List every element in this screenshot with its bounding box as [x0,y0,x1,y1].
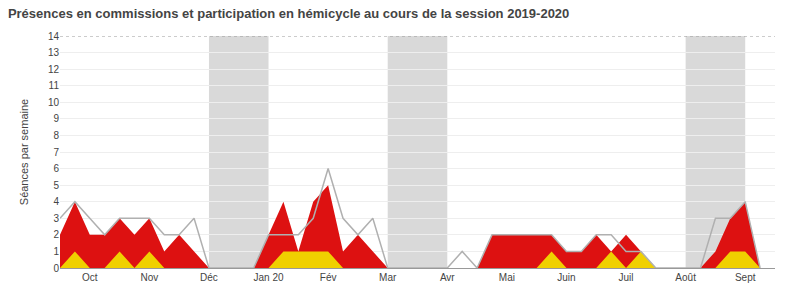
svg-text:Oct: Oct [82,272,98,283]
svg-text:Jan 20: Jan 20 [254,272,284,283]
svg-text:Août: Août [675,272,696,283]
svg-text:Nov: Nov [140,272,158,283]
svg-text:Sept: Sept [735,272,756,283]
svg-text:4: 4 [53,196,59,207]
svg-text:Avr: Avr [440,272,455,283]
svg-text:2: 2 [53,229,59,240]
svg-text:Juin: Juin [557,272,575,283]
svg-text:Mai: Mai [499,272,515,283]
svg-text:9: 9 [53,113,59,124]
svg-text:12: 12 [48,64,60,75]
svg-text:0: 0 [53,263,59,274]
svg-text:Mar: Mar [379,272,397,283]
svg-text:14: 14 [48,31,60,42]
svg-text:Présences en commissions et pa: Présences en commissions et participatio… [8,6,569,21]
svg-text:8: 8 [53,130,59,141]
svg-text:Séances par semaine: Séances par semaine [18,99,30,205]
svg-text:Déc: Déc [200,272,218,283]
svg-text:6: 6 [53,163,59,174]
svg-text:5: 5 [53,180,59,191]
svg-text:11: 11 [49,80,60,91]
svg-text:13: 13 [48,47,60,58]
svg-text:3: 3 [53,213,59,224]
svg-text:1: 1 [53,246,59,257]
svg-text:Juil: Juil [619,272,634,283]
svg-text:Fév: Fév [320,272,337,283]
svg-text:10: 10 [48,97,60,108]
svg-text:7: 7 [53,147,59,158]
